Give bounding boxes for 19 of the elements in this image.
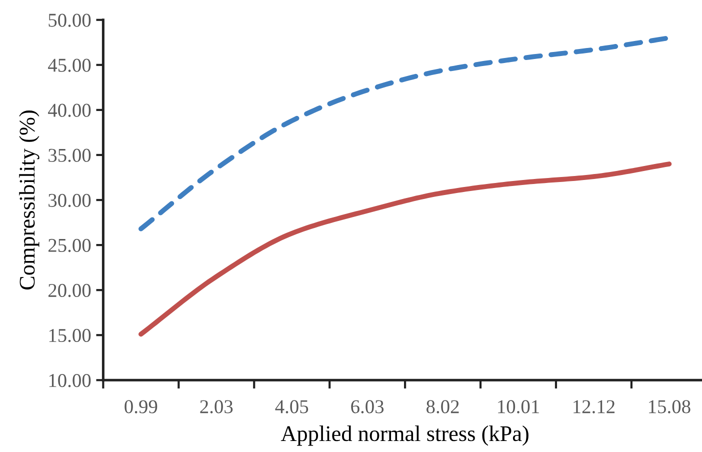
y-tick-label: 25.00 bbox=[48, 238, 91, 252]
x-tick-label: 0.99 bbox=[124, 400, 158, 414]
x-axis-title: Applied normal stress (kPa) bbox=[280, 426, 528, 446]
y-tick-label: 35.00 bbox=[48, 148, 91, 162]
y-tick-label: 15.00 bbox=[49, 328, 91, 342]
x-tick-label: 12.12 bbox=[574, 400, 615, 414]
x-tick-label: 4.05 bbox=[275, 400, 308, 414]
x-tick-label: 10.01 bbox=[498, 400, 539, 414]
y-tick-label: 20.00 bbox=[48, 284, 91, 298]
y-tick-label: 50.00 bbox=[48, 14, 91, 27]
y-tick-label: 40.00 bbox=[48, 104, 91, 117]
x-tick-label: 8.02 bbox=[426, 400, 459, 414]
y-tick-label: 45.00 bbox=[48, 58, 91, 72]
x-tick-label: 2.03 bbox=[200, 400, 233, 414]
x-tick-label: 15.08 bbox=[649, 400, 690, 414]
x-tick-label: 6.03 bbox=[351, 400, 384, 414]
y-tick-label: 10.00 bbox=[49, 374, 91, 388]
y-tick-label: 30.00 bbox=[48, 194, 91, 208]
y-axis-title: Compressibility (%) bbox=[19, 110, 40, 290]
